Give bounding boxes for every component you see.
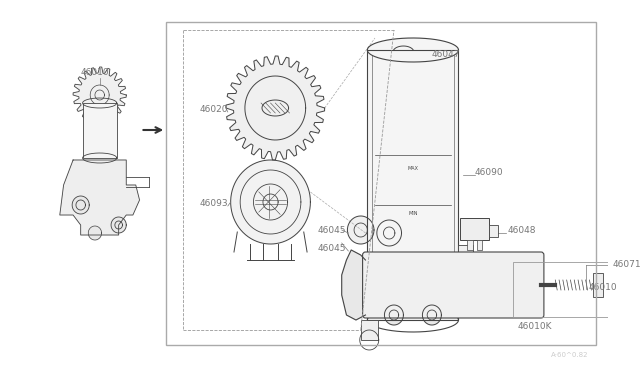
Polygon shape: [385, 305, 403, 325]
Text: MIN: MIN: [408, 211, 418, 216]
Bar: [460, 218, 489, 240]
Text: 46071: 46071: [612, 260, 640, 269]
Bar: [83, 103, 116, 158]
Bar: [621, 276, 631, 294]
Text: 46047: 46047: [432, 50, 460, 59]
Text: 46010: 46010: [589, 283, 617, 292]
Polygon shape: [230, 160, 310, 244]
Bar: [367, 50, 458, 320]
Polygon shape: [422, 305, 442, 325]
Bar: [467, 240, 473, 250]
Bar: [477, 240, 482, 250]
Text: MAX: MAX: [408, 166, 419, 171]
Text: 46020: 46020: [199, 105, 228, 114]
Polygon shape: [348, 216, 374, 244]
Text: 46090: 46090: [475, 168, 503, 177]
Polygon shape: [377, 220, 401, 246]
Bar: [489, 225, 499, 237]
Text: A·60^0.82: A·60^0.82: [551, 352, 589, 358]
Polygon shape: [226, 56, 324, 160]
Polygon shape: [88, 226, 102, 240]
Bar: [393, 52, 414, 62]
Polygon shape: [367, 38, 458, 62]
Bar: [361, 320, 378, 340]
Polygon shape: [72, 196, 89, 214]
Bar: [458, 245, 473, 270]
Bar: [166, 22, 596, 345]
Bar: [593, 273, 603, 297]
Polygon shape: [111, 217, 126, 233]
Bar: [395, 62, 412, 69]
Bar: [513, 262, 607, 317]
Text: 46010: 46010: [81, 68, 109, 77]
Polygon shape: [73, 67, 126, 123]
Bar: [636, 277, 640, 293]
Polygon shape: [60, 160, 140, 235]
Text: 46010K: 46010K: [517, 322, 552, 331]
Text: 46048: 46048: [508, 226, 536, 235]
Bar: [607, 275, 617, 295]
Text: 46045: 46045: [318, 244, 346, 253]
Text: 46093: 46093: [199, 199, 228, 208]
Polygon shape: [342, 250, 365, 320]
Text: 46045: 46045: [318, 226, 346, 235]
FancyBboxPatch shape: [363, 252, 544, 318]
